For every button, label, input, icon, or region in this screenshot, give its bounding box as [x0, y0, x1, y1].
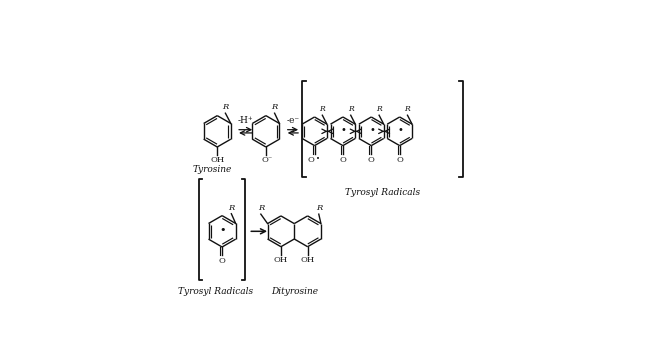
Text: R: R [348, 105, 354, 113]
Text: Tyrosyl Radicals: Tyrosyl Radicals [178, 287, 253, 296]
Text: OH: OH [301, 256, 315, 264]
Text: •: • [341, 126, 347, 135]
Text: O⁻: O⁻ [262, 156, 273, 164]
Text: O: O [218, 257, 226, 265]
Text: R: R [404, 105, 410, 113]
Text: O: O [340, 157, 346, 165]
Text: -e⁻: -e⁻ [286, 116, 299, 125]
Text: •: • [397, 126, 404, 135]
Text: Tyrosine: Tyrosine [192, 165, 232, 173]
Text: OH: OH [210, 157, 224, 165]
Text: R: R [319, 105, 325, 113]
Text: Dityrosine: Dityrosine [271, 287, 318, 296]
Text: •: • [316, 155, 319, 161]
Text: •: • [220, 225, 226, 236]
Text: O: O [396, 157, 403, 165]
Text: O: O [368, 157, 375, 165]
Text: R: R [316, 204, 322, 212]
Text: R: R [376, 105, 382, 113]
Text: R: R [258, 204, 264, 212]
Text: -H⁺: -H⁺ [238, 116, 253, 125]
Text: •: • [369, 126, 375, 135]
Text: O: O [308, 157, 315, 165]
Text: Tyrosyl Radicals: Tyrosyl Radicals [345, 188, 421, 197]
Text: R: R [228, 204, 235, 212]
Text: OH: OH [274, 256, 288, 264]
Text: R: R [272, 103, 278, 111]
Text: R: R [222, 103, 229, 111]
